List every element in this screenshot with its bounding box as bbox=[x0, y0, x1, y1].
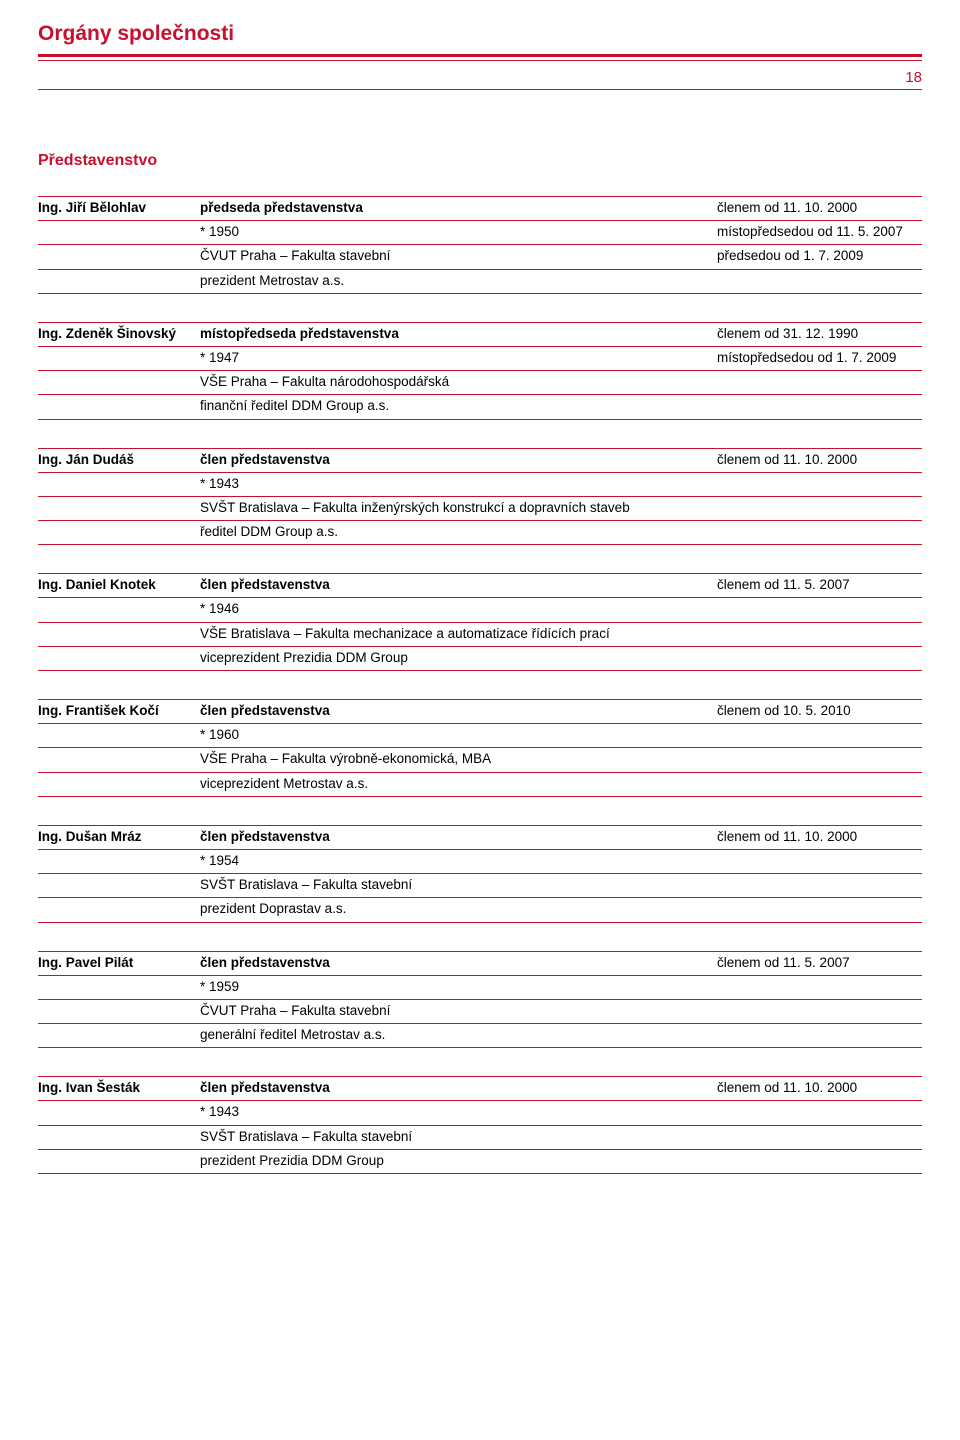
member-role-note: členem od 11. 10. 2000 bbox=[717, 829, 922, 845]
member-block: Ing. Dušan Mrázčlen představenstvačlenem… bbox=[38, 825, 922, 923]
member-header-row: Ing. Pavel Pilátčlen představenstvačlene… bbox=[38, 951, 922, 976]
member-detail-row: * 1959 bbox=[38, 976, 922, 1000]
member-detail-row: VŠE Praha – Fakulta národohospodářská bbox=[38, 371, 922, 395]
member-detail-text: * 1943 bbox=[200, 1104, 717, 1120]
member-block: Ing. Pavel Pilátčlen představenstvačlene… bbox=[38, 951, 922, 1049]
member-detail-row: finanční ředitel DDM Group a.s. bbox=[38, 395, 922, 419]
member-header-row: Ing. Daniel Knotekčlen představenstvačle… bbox=[38, 573, 922, 598]
member-block: Ing. František Kočíčlen představenstvačl… bbox=[38, 699, 922, 797]
member-detail-text: viceprezident Metrostav a.s. bbox=[200, 776, 717, 792]
member-role-note: členem od 31. 12. 1990 bbox=[717, 326, 922, 342]
member-detail-text: viceprezident Prezidia DDM Group bbox=[200, 650, 717, 666]
member-detail-row: * 1960 bbox=[38, 724, 922, 748]
member-detail-row: viceprezident Prezidia DDM Group bbox=[38, 647, 922, 671]
member-detail-text: VŠE Praha – Fakulta národohospodářská bbox=[200, 374, 717, 390]
member-name: Ing. Jiří Bělohlav bbox=[38, 200, 200, 216]
member-detail-text: * 1943 bbox=[200, 476, 717, 492]
member-block: Ing. Jiří Bělohlavpředseda představenstv… bbox=[38, 196, 922, 294]
page-number-wrapper: 18 bbox=[38, 69, 922, 90]
member-detail-row: VŠE Praha – Fakulta výrobně-ekonomická, … bbox=[38, 748, 922, 772]
member-detail-text: VŠE Praha – Fakulta výrobně-ekonomická, … bbox=[200, 751, 717, 767]
member-role: člen představenstva bbox=[200, 452, 717, 468]
member-detail-row: ČVUT Praha – Fakulta stavebnípředsedou o… bbox=[38, 245, 922, 269]
member-block: Ing. Ján Dudáščlen představenstvačlenem … bbox=[38, 448, 922, 546]
member-detail-row: * 1954 bbox=[38, 850, 922, 874]
member-role-note: členem od 11. 10. 2000 bbox=[717, 1080, 922, 1096]
member-detail-text: generální ředitel Metrostav a.s. bbox=[200, 1027, 717, 1043]
member-detail-row: viceprezident Metrostav a.s. bbox=[38, 773, 922, 797]
member-detail-row: prezident Doprastav a.s. bbox=[38, 898, 922, 922]
member-name: Ing. Dušan Mráz bbox=[38, 829, 200, 845]
member-detail-row: prezident Prezidia DDM Group bbox=[38, 1150, 922, 1174]
member-detail-row: SVŠT Bratislava – Fakulta stavební bbox=[38, 1126, 922, 1150]
member-detail-row: VŠE Bratislava – Fakulta mechanizace a a… bbox=[38, 623, 922, 647]
member-detail-row: ČVUT Praha – Fakulta stavební bbox=[38, 1000, 922, 1024]
member-detail-text: * 1950 bbox=[200, 224, 717, 240]
member-detail-text: * 1946 bbox=[200, 601, 717, 617]
member-name: Ing. Ján Dudáš bbox=[38, 452, 200, 468]
page-number: 18 bbox=[905, 69, 922, 86]
member-block: Ing. Ivan Šestákčlen představenstvačlene… bbox=[38, 1076, 922, 1174]
member-detail-row: prezident Metrostav a.s. bbox=[38, 270, 922, 294]
member-role: člen představenstva bbox=[200, 577, 717, 593]
member-detail-row: ředitel DDM Group a.s. bbox=[38, 521, 922, 545]
member-header-row: Ing. Zdeněk Šinovskýmístopředseda předst… bbox=[38, 322, 922, 347]
member-name: Ing. Pavel Pilát bbox=[38, 955, 200, 971]
member-detail-right: místopředsedou od 11. 5. 2007 bbox=[717, 224, 922, 240]
member-detail-right: místopředsedou od 1. 7. 2009 bbox=[717, 350, 922, 366]
member-detail-row: * 1946 bbox=[38, 598, 922, 622]
document-page: Orgány společnosti 18 Představenstvo Ing… bbox=[0, 0, 960, 1242]
members-list: Ing. Jiří Bělohlavpředseda představenstv… bbox=[38, 196, 922, 1174]
member-name: Ing. František Kočí bbox=[38, 703, 200, 719]
member-detail-text: prezident Prezidia DDM Group bbox=[200, 1153, 717, 1169]
member-role-note: členem od 11. 5. 2007 bbox=[717, 577, 922, 593]
member-role: člen představenstva bbox=[200, 703, 717, 719]
member-role: předseda představenstva bbox=[200, 200, 717, 216]
member-detail-text: SVŠT Bratislava – Fakulta stavební bbox=[200, 877, 717, 893]
member-role: člen představenstva bbox=[200, 829, 717, 845]
member-detail-text: SVŠT Bratislava – Fakulta inženýrských k… bbox=[200, 500, 717, 516]
member-block: Ing. Daniel Knotekčlen představenstvačle… bbox=[38, 573, 922, 671]
member-block: Ing. Zdeněk Šinovskýmístopředseda předst… bbox=[38, 322, 922, 420]
top-double-rule bbox=[38, 54, 922, 61]
member-detail-text: ČVUT Praha – Fakulta stavební bbox=[200, 1003, 717, 1019]
member-name: Ing. Ivan Šesták bbox=[38, 1080, 200, 1096]
member-detail-text: ČVUT Praha – Fakulta stavební bbox=[200, 248, 717, 264]
member-detail-text: * 1947 bbox=[200, 350, 717, 366]
member-role-note: členem od 11. 10. 2000 bbox=[717, 200, 922, 216]
member-detail-text: * 1959 bbox=[200, 979, 717, 995]
member-detail-text: ředitel DDM Group a.s. bbox=[200, 524, 717, 540]
member-name: Ing. Daniel Knotek bbox=[38, 577, 200, 593]
member-detail-right: předsedou od 1. 7. 2009 bbox=[717, 248, 922, 264]
member-detail-row: SVŠT Bratislava – Fakulta inženýrských k… bbox=[38, 497, 922, 521]
member-header-row: Ing. Ivan Šestákčlen představenstvačlene… bbox=[38, 1076, 922, 1101]
member-detail-row: * 1943 bbox=[38, 1101, 922, 1125]
member-detail-text: SVŠT Bratislava – Fakulta stavební bbox=[200, 1129, 717, 1145]
member-detail-text: finanční ředitel DDM Group a.s. bbox=[200, 398, 717, 414]
member-detail-text: * 1954 bbox=[200, 853, 717, 869]
member-header-row: Ing. Ján Dudáščlen představenstvačlenem … bbox=[38, 448, 922, 473]
section-title: Představenstvo bbox=[38, 152, 922, 170]
member-detail-text: VŠE Bratislava – Fakulta mechanizace a a… bbox=[200, 626, 717, 642]
member-header-row: Ing. František Kočíčlen představenstvačl… bbox=[38, 699, 922, 724]
member-role: člen představenstva bbox=[200, 1080, 717, 1096]
member-header-row: Ing. Jiří Bělohlavpředseda představenstv… bbox=[38, 196, 922, 221]
member-role: místopředseda představenstva bbox=[200, 326, 717, 342]
member-detail-row: generální ředitel Metrostav a.s. bbox=[38, 1024, 922, 1048]
member-role-note: členem od 11. 10. 2000 bbox=[717, 452, 922, 468]
member-role-note: členem od 10. 5. 2010 bbox=[717, 703, 922, 719]
page-title: Orgány společnosti bbox=[38, 22, 922, 46]
member-detail-text: prezident Metrostav a.s. bbox=[200, 273, 717, 289]
member-detail-row: * 1950místopředsedou od 11. 5. 2007 bbox=[38, 221, 922, 245]
member-detail-row: * 1943 bbox=[38, 473, 922, 497]
member-detail-row: * 1947místopředsedou od 1. 7. 2009 bbox=[38, 347, 922, 371]
member-detail-text: * 1960 bbox=[200, 727, 717, 743]
member-detail-row: SVŠT Bratislava – Fakulta stavební bbox=[38, 874, 922, 898]
member-role: člen představenstva bbox=[200, 955, 717, 971]
member-role-note: členem od 11. 5. 2007 bbox=[717, 955, 922, 971]
member-header-row: Ing. Dušan Mrázčlen představenstvačlenem… bbox=[38, 825, 922, 850]
member-name: Ing. Zdeněk Šinovský bbox=[38, 326, 200, 342]
member-detail-text: prezident Doprastav a.s. bbox=[200, 901, 717, 917]
